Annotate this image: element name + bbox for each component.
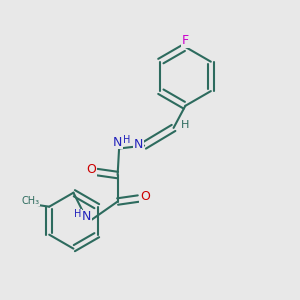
Text: N: N [82, 210, 92, 223]
Text: O: O [86, 163, 96, 176]
Text: O: O [140, 190, 150, 203]
Text: H: H [181, 120, 189, 130]
Text: CH₃: CH₃ [21, 196, 39, 206]
Text: H: H [123, 135, 130, 145]
Text: N: N [113, 136, 122, 148]
Text: N: N [134, 138, 143, 151]
Text: F: F [182, 34, 189, 47]
Text: H: H [74, 209, 82, 220]
